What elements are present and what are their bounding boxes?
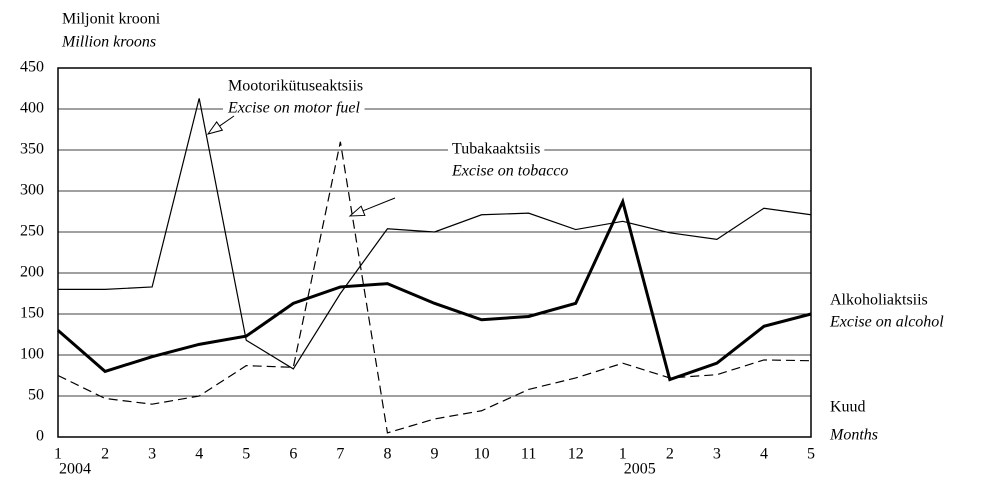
x-tick-label: 10 (474, 446, 490, 463)
pointer-head (348, 205, 366, 217)
y-tick-label: 200 (20, 264, 44, 281)
series-label: Mootorikütuseaktsiis (228, 78, 363, 95)
series-label: Alkoholiaktsiis (830, 292, 928, 309)
series-label-en: Excise on tobacco (451, 163, 568, 180)
label-bg (826, 291, 932, 309)
year-label: 2005 (624, 461, 656, 478)
series-label-en: Excise on alcohol (829, 314, 944, 331)
x-tick-label: 9 (431, 446, 439, 463)
label-bg (224, 77, 368, 95)
y-tick-label: 50 (28, 387, 44, 404)
x-tick-label: 8 (383, 446, 391, 463)
x-tick-label: 7 (336, 446, 344, 463)
x-tick-label: 4 (195, 446, 203, 463)
year-label: 2004 (59, 461, 91, 478)
x-tick-label: 2 (666, 446, 674, 463)
y-tick-label: 400 (20, 100, 44, 117)
x-tick-label: 12 (568, 446, 584, 463)
y-tick-label: 150 (20, 305, 44, 322)
plot-frame (57, 67, 812, 438)
x-axis-label-en: Months (829, 427, 878, 444)
y-tick-label: 450 (20, 59, 44, 76)
x-tick-label: 11 (521, 446, 536, 463)
pointer-head (206, 121, 224, 135)
x-tick-label: 1 (54, 446, 62, 463)
x-tick-label: 5 (807, 446, 815, 463)
y-tick-label: 300 (20, 182, 44, 199)
y-tick-label: 350 (20, 141, 44, 158)
y-axis-label: Miljonit krooni (62, 11, 161, 28)
y-tick-label: 0 (36, 428, 44, 445)
pointer-line (219, 115, 235, 127)
x-tick-label: 6 (289, 446, 297, 463)
label-bg (223, 99, 365, 117)
label-bg (825, 313, 949, 331)
x-tick-label: 5 (242, 446, 250, 463)
x-tick-label: 3 (713, 446, 721, 463)
series-line (57, 197, 812, 382)
series-label: Tubakaaktsiis (452, 141, 540, 158)
label-bg (447, 162, 573, 180)
series-line (58, 98, 812, 370)
y-axis-label-en: Million kroons (61, 34, 156, 51)
x-tick-label: 4 (760, 446, 768, 463)
series-line (57, 141, 812, 434)
pointer-line (362, 197, 396, 212)
y-tick-label: 250 (20, 223, 44, 240)
x-tick-label: 1 (619, 446, 627, 463)
y-tick-label: 100 (20, 346, 44, 363)
label-bg (448, 140, 545, 158)
x-axis-label: Kuud (830, 399, 866, 416)
x-tick-label: 2 (101, 446, 109, 463)
x-tick-label: 3 (148, 446, 156, 463)
series-label-en: Excise on motor fuel (227, 100, 361, 117)
